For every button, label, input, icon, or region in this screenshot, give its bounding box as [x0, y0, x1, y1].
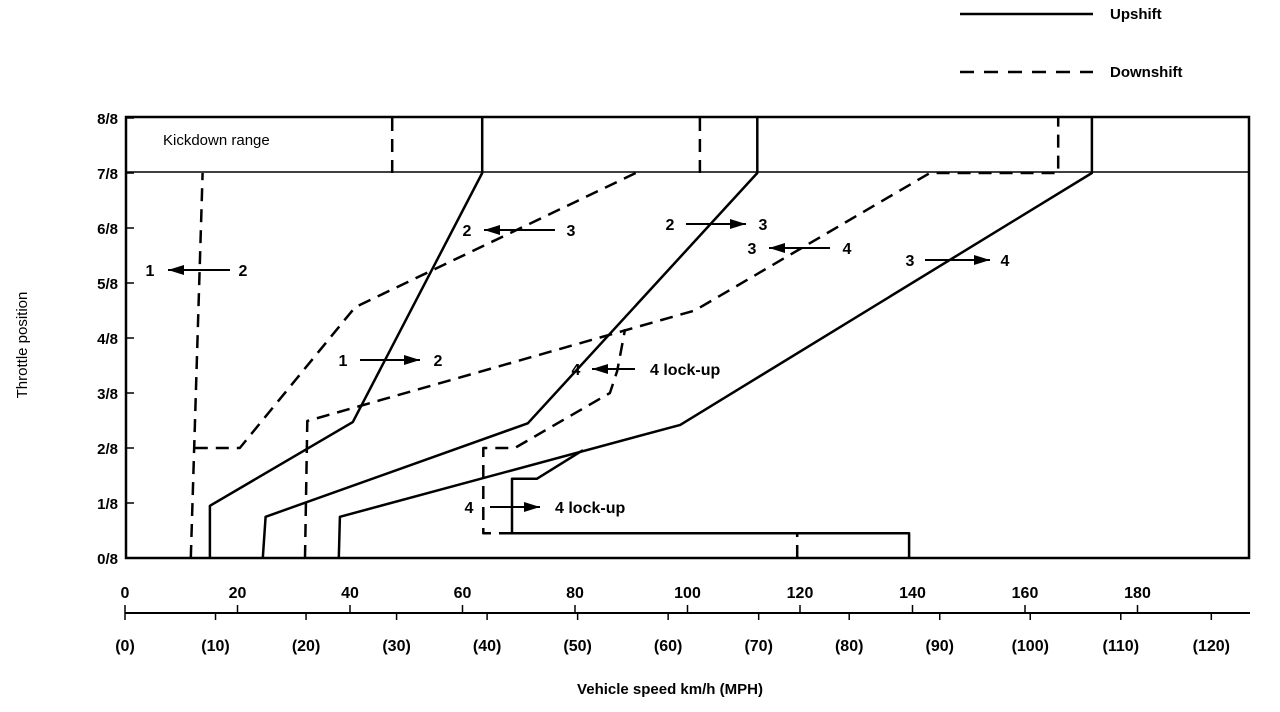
arrow-head-icon: [769, 243, 785, 253]
annotation-to-gear: 3: [567, 223, 576, 240]
annotation-from-gear: 4: [572, 362, 581, 379]
y-tick-label: 4/8: [97, 331, 118, 348]
y-tick-label: 5/8: [97, 276, 118, 293]
annotation-from-gear: 2: [666, 217, 675, 234]
annotation-from-gear: 1: [339, 353, 348, 370]
arrow-head-icon: [168, 265, 184, 275]
plot-border: [124, 115, 1251, 560]
y-tick-label: 6/8: [97, 221, 118, 238]
kickdown-range-label: Kickdown range: [163, 132, 270, 149]
y-axis: 0/8 1/8 2/8 3/8 4/8 5/8 6/8 7/8 8/8: [97, 111, 134, 568]
x-mph-tick-label: (100): [1012, 638, 1049, 655]
annotation-from-gear: 3: [748, 241, 757, 258]
annotation-to-gear: 2: [239, 263, 248, 280]
x-tick-label: 180: [1124, 585, 1151, 602]
x-mph-tick-label: (110): [1103, 638, 1139, 655]
annotations: 1 22 3 2 33 43 41 24 4 lock-up4 4 lock-up: [146, 217, 1010, 517]
y-tick-label: 3/8: [97, 386, 118, 403]
x-mph-tick-label: (0): [115, 638, 135, 655]
x-tick-label: 100: [674, 585, 701, 602]
annotation-to-gear: 4: [843, 241, 852, 258]
series-upshift-2-3: [261, 118, 759, 559]
y-tick-label: 2/8: [97, 441, 118, 458]
x-tick-label: 20: [229, 585, 247, 602]
annotation-from-gear: 1: [146, 263, 155, 280]
legend-downshift-label: Downshift: [1110, 64, 1183, 81]
series-upshift-3-4: [337, 118, 1094, 559]
x-mph-tick-label: (70): [744, 638, 772, 655]
x-mph-tick-label: (90): [926, 638, 954, 655]
x-mph-tick-label: (40): [473, 638, 501, 655]
arrow-head-icon: [592, 364, 608, 374]
y-tick-label: 7/8: [97, 166, 118, 183]
x-mph-tick-label: (20): [292, 638, 320, 655]
x-tick-label: 60: [454, 585, 472, 602]
x-tick-label: 80: [566, 585, 584, 602]
plot-frame: Kickdown range: [124, 115, 1251, 560]
x-mph-tick-label: (30): [382, 638, 410, 655]
annotation-to-gear: 4 lock-up: [650, 362, 720, 379]
series-downshift-4-3: [303, 118, 1060, 559]
arrow-head-icon: [524, 502, 540, 512]
annotation-to-gear: 4 lock-up: [555, 500, 625, 517]
shift-annotation: 4 4 lock-up: [572, 362, 721, 379]
x-tick-label: 160: [1012, 585, 1039, 602]
x-mph-tick-label: (80): [835, 638, 863, 655]
x-mph-tick-label: (60): [654, 638, 682, 655]
annotation-to-gear: 3: [759, 217, 768, 234]
shift-annotation: 4 4 lock-up: [465, 500, 626, 517]
y-axis-title: Throttle position: [14, 292, 31, 399]
y-tick-label: 0/8: [97, 551, 118, 568]
series-downshift-3-2: [194, 171, 637, 450]
annotation-to-gear: 4: [1001, 253, 1010, 270]
series-downshift-2-1: [189, 172, 204, 559]
x-tick-label: 40: [341, 585, 359, 602]
legend-upshift-label: Upshift: [1110, 6, 1162, 23]
y-tick-label: 8/8: [97, 111, 118, 128]
arrow-head-icon: [484, 225, 500, 235]
annotation-from-gear: 2: [463, 223, 472, 240]
series-group: [189, 118, 1094, 559]
x-axis: 0 20 40 60 80 100 120 140 160 180 (0) (10) (20) (30) (…: [115, 585, 1250, 655]
x-mph-tick-label: (120): [1193, 638, 1230, 655]
series-downshift-4-lock-up: [482, 328, 627, 535]
annotation-from-gear: 4: [465, 500, 474, 517]
x-tick-label: 140: [899, 585, 926, 602]
arrow-head-icon: [404, 355, 420, 365]
x-tick-label: 120: [787, 585, 814, 602]
annotation-from-gear: 3: [906, 253, 915, 270]
arrow-head-icon: [730, 219, 746, 229]
legend: Upshift Downshift: [960, 6, 1183, 81]
x-mph-tick-label: (10): [201, 638, 229, 655]
x-axis-title: Vehicle speed km/h (MPH): [577, 681, 763, 698]
annotation-to-gear: 2: [434, 353, 443, 370]
series-upshift-1-2: [208, 118, 484, 558]
arrow-head-icon: [974, 255, 990, 265]
y-tick-label: 1/8: [97, 496, 118, 513]
x-mph-tick-label: (50): [563, 638, 591, 655]
x-tick-label: 0: [121, 585, 130, 602]
